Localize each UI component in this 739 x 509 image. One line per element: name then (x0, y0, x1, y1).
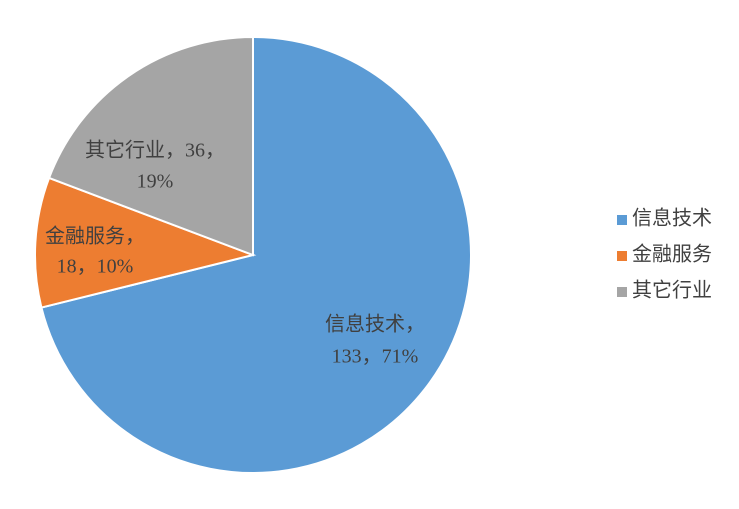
data-label: 18，10% (57, 256, 134, 278)
data-label: 133，71% (332, 346, 419, 368)
legend-label: 信息技术 (632, 207, 712, 230)
legend-swatch (617, 215, 627, 225)
pie-slice (34, 176, 257, 309)
pie-slice (47, 35, 254, 257)
legend-label: 金融服务 (632, 243, 712, 266)
data-label: 金融服务， (45, 225, 145, 248)
legend-label: 其它行业 (632, 279, 712, 302)
data-label: 信息技术， (325, 313, 425, 336)
pie-slice (40, 35, 472, 474)
legend-swatch (617, 287, 627, 297)
data-label: 其它行业，36， (85, 139, 225, 162)
legend-swatch (617, 251, 627, 261)
data-label: 19% (137, 171, 174, 193)
